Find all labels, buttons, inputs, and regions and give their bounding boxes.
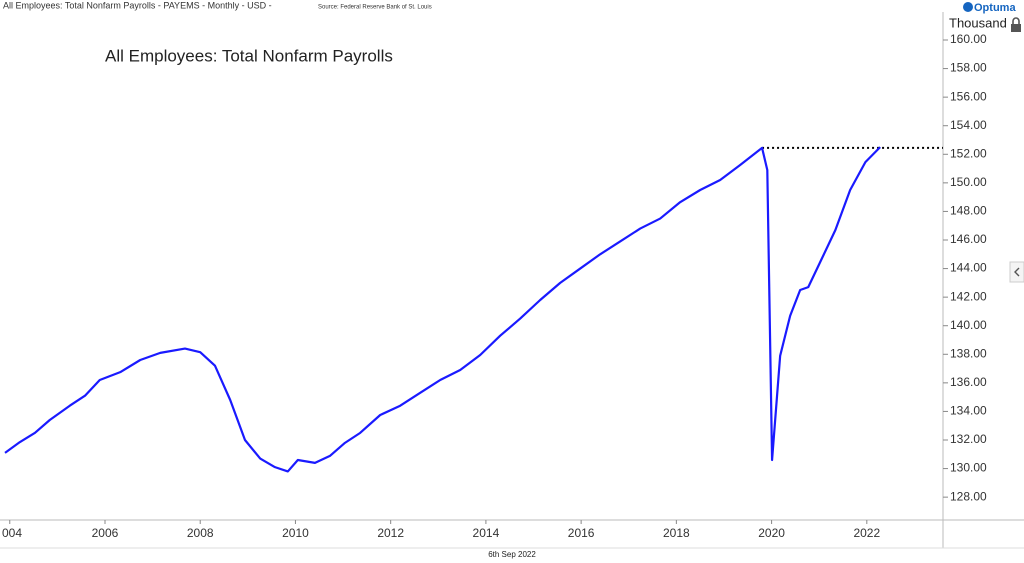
x-tick-label: 2014: [473, 526, 500, 540]
y-tick-label: 128.00: [950, 489, 987, 503]
y-tick-label: 132.00: [950, 432, 987, 446]
x-tick-label: 2006: [92, 526, 119, 540]
source: Source: Federal Reserve Bank of St. Loui…: [318, 5, 432, 11]
y-tick-label: 144.00: [950, 261, 987, 275]
x-tick-label: 2008: [187, 526, 214, 540]
brand: Optuma: [974, 2, 1016, 14]
y-tick-label: 130.00: [950, 461, 987, 475]
x-tick-label: 2010: [282, 526, 309, 540]
series-line: [4, 146, 881, 473]
series-info: All Employees: Total Nonfarm Payrolls - …: [3, 0, 272, 10]
y-tick-label: 138.00: [950, 346, 987, 360]
x-tick-label: 004: [2, 526, 22, 540]
y-tick-label: 158.00: [950, 61, 987, 75]
y-tick-label: 156.00: [950, 89, 987, 103]
y-tick-label: 150.00: [950, 175, 987, 189]
x-tick-label: 2018: [663, 526, 690, 540]
date-stamp: 6th Sep 2022: [488, 550, 536, 559]
y-tick-label: 134.00: [950, 404, 987, 418]
y-tick-label: 146.00: [950, 232, 987, 246]
collapse-button[interactable]: [1009, 261, 1024, 283]
y-tick-label: 154.00: [950, 118, 987, 132]
x-tick-label: 2012: [377, 526, 404, 540]
x-tick-label: 2016: [568, 526, 595, 540]
y-tick-label: 140.00: [950, 318, 987, 332]
x-tick-label: 2022: [853, 526, 880, 540]
y-tick-label: 142.00: [950, 289, 987, 303]
y-tick-label: 152.00: [950, 146, 987, 160]
x-tick-label: 2020: [758, 526, 785, 540]
brand-logo: Optuma: [963, 2, 1016, 14]
y-unit: Thousand: [949, 15, 1007, 30]
y-tick-label: 160.00: [950, 32, 987, 46]
lock-icon[interactable]: [1011, 17, 1021, 32]
y-tick-label: 148.00: [950, 204, 987, 218]
plot: [4, 146, 943, 473]
y-tick-label: 136.00: [950, 375, 987, 389]
chart-title: All Employees: Total Nonfarm Payrolls: [105, 46, 393, 65]
